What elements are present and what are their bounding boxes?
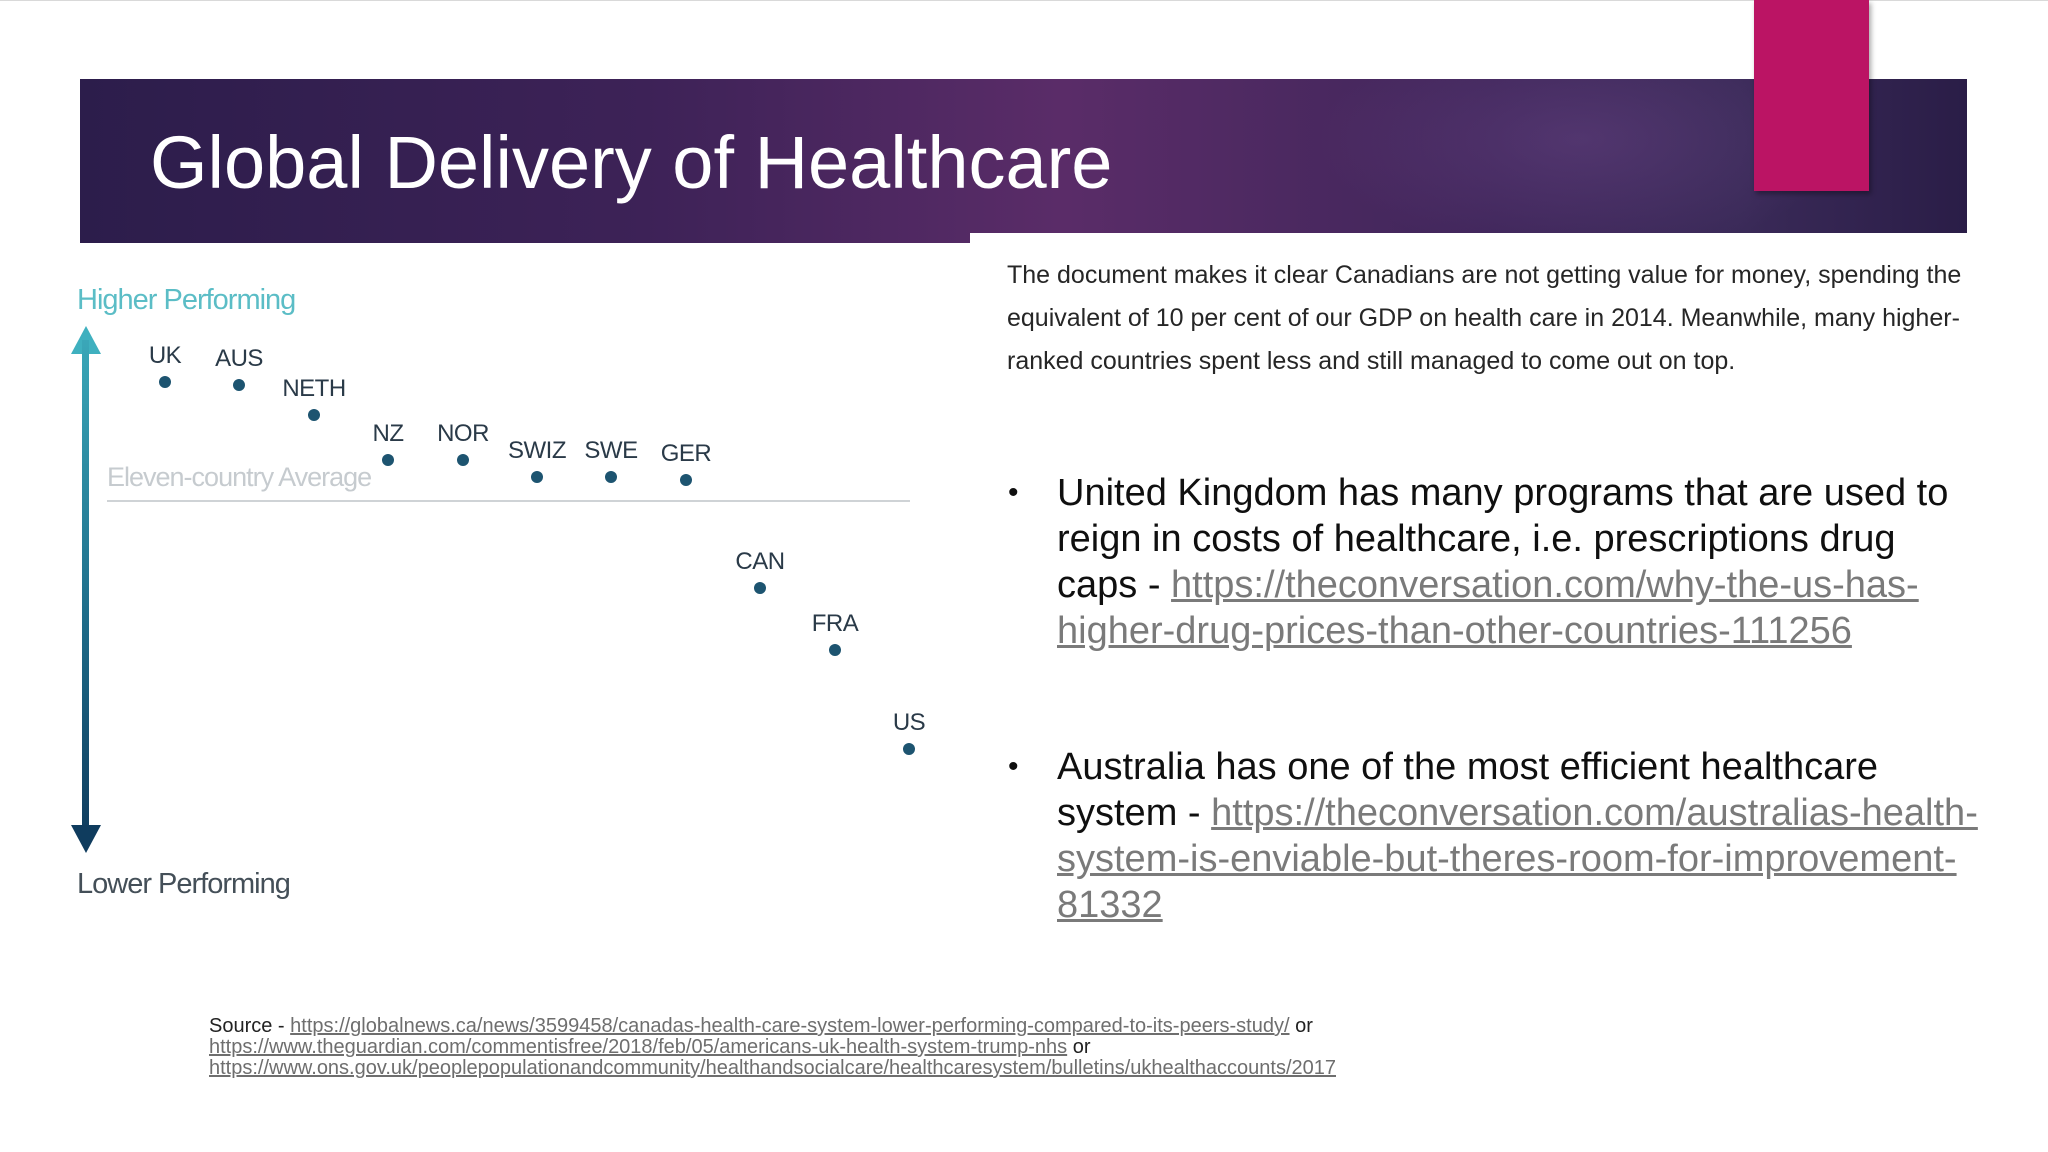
country-point-nz xyxy=(382,454,394,466)
bullet-uk: • United Kingdom has many programs that … xyxy=(1000,470,1980,654)
intro-paragraph: The document makes it clear Canadians ar… xyxy=(1007,261,1962,375)
bullet-mark: • xyxy=(1008,476,1019,509)
title-banner xyxy=(80,79,1967,243)
country-point-fra xyxy=(829,644,841,656)
bullet-uk-text: United Kingdom has many programs that ar… xyxy=(1057,472,1949,606)
top-border xyxy=(0,0,2048,1)
country-point-nor xyxy=(457,454,469,466)
country-label-swiz: SWIZ xyxy=(508,437,567,464)
bullet-australia: • Australia has one of the most efficien… xyxy=(1000,744,1980,928)
arrow-down-icon xyxy=(71,825,101,853)
performance-axis xyxy=(82,340,89,838)
source-prefix: Source - xyxy=(209,1015,291,1037)
country-label-aus: AUS xyxy=(215,345,263,372)
country-point-neth xyxy=(308,409,320,421)
accent-tab xyxy=(1754,0,1869,191)
slide-title: Global Delivery of Healthcare xyxy=(150,121,1113,204)
average-label: Eleven-country Average xyxy=(107,462,372,492)
source-or-1: or xyxy=(1289,1015,1313,1037)
country-point-ger xyxy=(680,474,692,486)
source-or-2: or xyxy=(1067,1036,1091,1058)
country-label-us: US xyxy=(892,709,926,736)
country-point-uk xyxy=(159,376,171,388)
country-label-fra: FRA xyxy=(811,610,859,637)
country-label-swe: SWE xyxy=(584,437,638,464)
country-point-can xyxy=(754,582,766,594)
country-label-ger: GER xyxy=(660,440,712,467)
banner-cutout xyxy=(970,233,1970,245)
bullet-mark: • xyxy=(1008,750,1019,783)
bullet-list: • United Kingdom has many programs that … xyxy=(1000,470,1980,928)
country-point-swiz xyxy=(531,471,543,483)
average-line xyxy=(107,500,910,502)
source-link-globalnews[interactable]: https://globalnews.ca/news/3599458/canad… xyxy=(290,1015,1290,1037)
lower-performing-label: Lower Performing xyxy=(77,868,291,900)
bullet-uk-link[interactable]: https://theconversation.com/why-the-us-h… xyxy=(1057,564,1919,652)
source-link-ons[interactable]: https://www.ons.gov.uk/peoplepopulationa… xyxy=(209,1057,1336,1079)
performance-chart: Higher Performing Lower Performing Eleve… xyxy=(60,270,960,930)
bullet-australia-link[interactable]: https://theconversation.com/australias-h… xyxy=(1057,792,1978,926)
country-label-nz: NZ xyxy=(372,420,405,447)
country-point-swe xyxy=(605,471,617,483)
country-label-neth: NETH xyxy=(282,375,346,402)
higher-performing-label: Higher Performing xyxy=(77,284,296,316)
country-label-can: CAN xyxy=(735,548,785,575)
source-citation: Source - https://globalnews.ca/news/3599… xyxy=(209,1016,1709,1079)
source-link-guardian[interactable]: https://www.theguardian.com/commentisfre… xyxy=(209,1036,1068,1058)
country-point-us xyxy=(903,743,915,755)
country-point-aus xyxy=(233,379,245,391)
bullet-australia-text: Australia has one of the most efficient … xyxy=(1057,746,1879,834)
title-banner-glow xyxy=(80,79,1967,243)
country-label-uk: UK xyxy=(148,342,182,369)
country-label-nor: NOR xyxy=(437,420,489,447)
